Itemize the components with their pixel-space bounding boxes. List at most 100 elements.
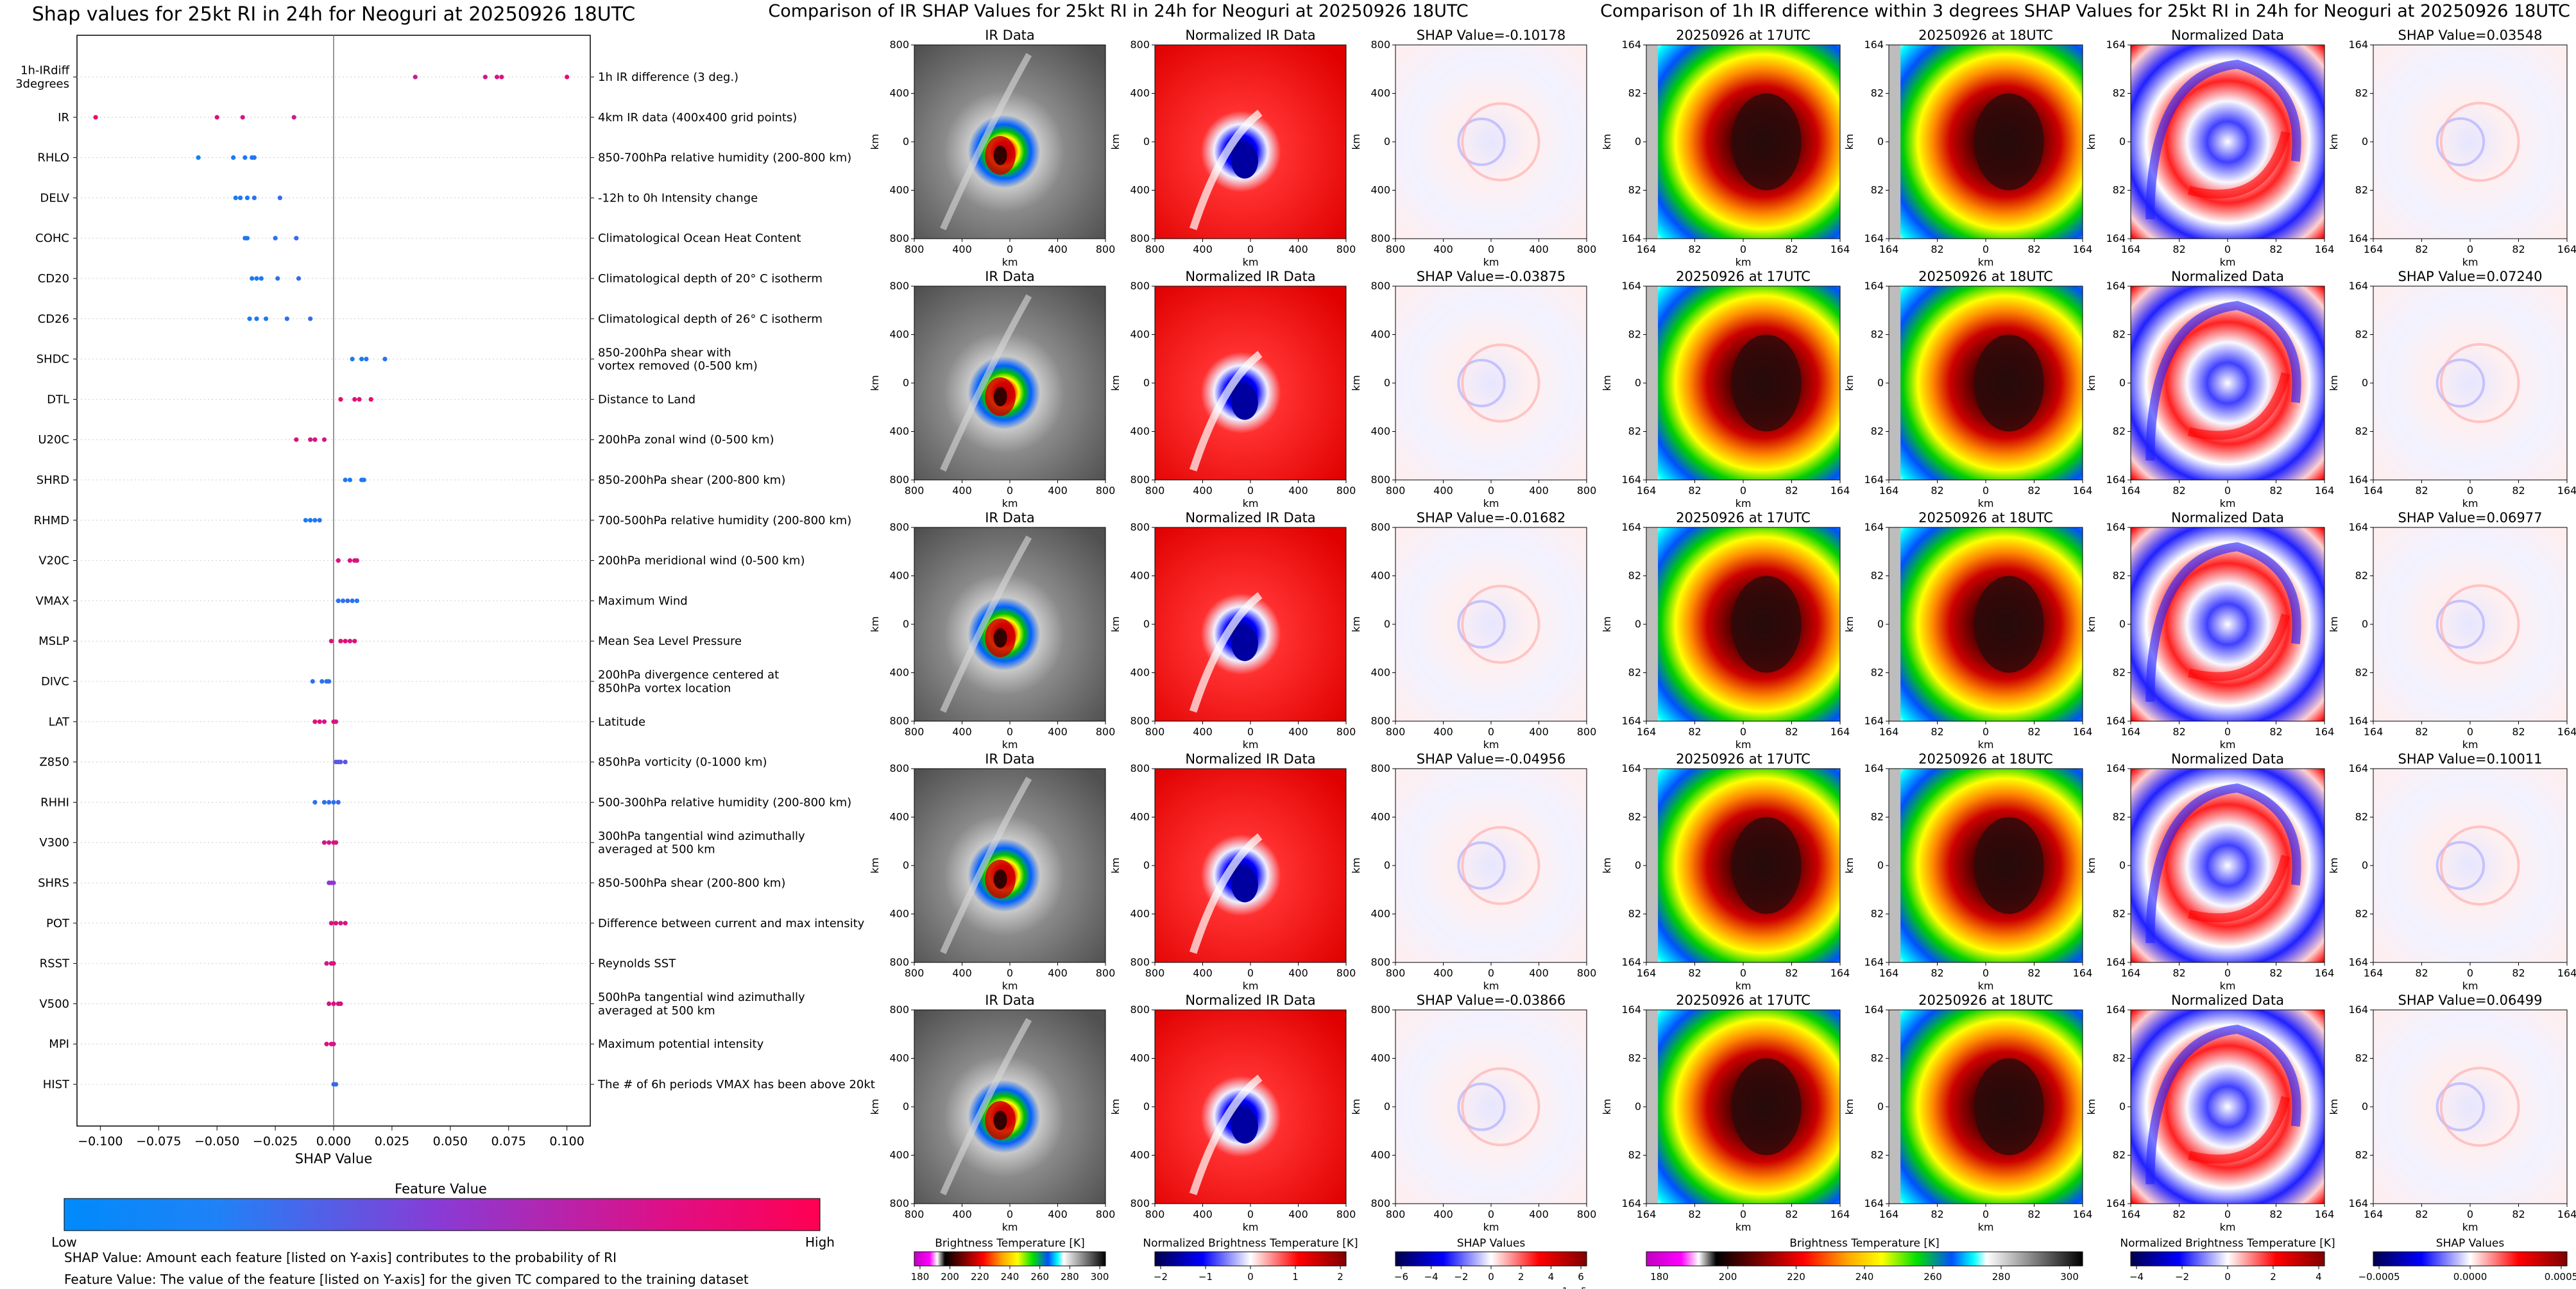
ytick-label: 0 xyxy=(2362,1100,2368,1113)
shap-point xyxy=(345,598,350,604)
xtick-label: 164 xyxy=(2364,726,2384,738)
colorbar-tick-label: −2 xyxy=(1454,1271,1468,1283)
xtick-label: 400 xyxy=(1193,243,1213,255)
ytick-label: 164 xyxy=(2348,232,2368,244)
xtick-label: 0 xyxy=(1983,243,1989,255)
shap-ring xyxy=(2439,825,2520,906)
ytick-label: 400 xyxy=(889,667,909,679)
xtick-label: 400 xyxy=(1048,726,1068,738)
panel-title: IR Data xyxy=(985,269,1035,284)
ytick-label: 82 xyxy=(1628,329,1641,341)
cloud-band xyxy=(940,294,1032,472)
xtick-label: 164 xyxy=(2121,484,2141,497)
panel-title: 20250926 at 18UTC xyxy=(1918,28,2053,43)
shap-point xyxy=(368,397,373,402)
feature-label-divc: DIVC xyxy=(41,675,69,688)
feature-label-u20c: U20C xyxy=(38,433,69,447)
ytick-label: 400 xyxy=(1370,87,1390,99)
clear-edge xyxy=(1646,286,1659,480)
colorbar-tick-label: 4 xyxy=(2316,1271,2322,1283)
ytick-label: 164 xyxy=(1864,474,1884,486)
colorbar-tick-label: −4 xyxy=(1424,1271,1438,1283)
image-panel: SHAP Value=-0.04956800800400400004004008… xyxy=(1350,751,1596,992)
panel-image xyxy=(2373,769,2567,962)
xtick-label: 164 xyxy=(2121,1208,2141,1220)
ytick-label: 164 xyxy=(1621,521,1641,533)
ytick-label: 0 xyxy=(903,1100,909,1113)
xtick-label: 400 xyxy=(1433,967,1453,979)
feature-description: 200hPa divergence centered at 850hPa vort… xyxy=(598,669,779,696)
shap-point xyxy=(273,235,278,241)
xtick-label: 800 xyxy=(1336,1208,1356,1220)
cold-core xyxy=(1974,817,2044,914)
y-axis-label: km xyxy=(869,1099,881,1115)
feature-description: Reynolds SST xyxy=(598,957,676,971)
image-panel: 20250926 at 18UTC1641648282008282164164k… xyxy=(1843,269,2092,509)
ytick-label: 800 xyxy=(1130,1003,1150,1016)
shap-point xyxy=(331,1041,336,1046)
xtick-label: 400 xyxy=(1529,484,1549,497)
shap-value-note: SHAP Value: Amount each feature [listed … xyxy=(64,1250,617,1265)
ytick-label: 164 xyxy=(1621,956,1641,968)
shap-point xyxy=(321,437,327,442)
xtick-label: 164 xyxy=(2364,243,2384,255)
cold-core xyxy=(1731,93,1802,191)
ytick-label: 400 xyxy=(1370,1052,1390,1064)
ytick-label: 0 xyxy=(2362,135,2368,148)
xtick-label: 0 xyxy=(2224,484,2231,497)
shap-point xyxy=(263,316,269,321)
clear-edge xyxy=(1889,45,1901,239)
xtick-label: 0 xyxy=(1247,484,1254,497)
ytick-label: 164 xyxy=(1864,1003,1884,1016)
shap-point xyxy=(334,1082,339,1087)
storm-eye xyxy=(993,869,1007,889)
ytick-label: 0 xyxy=(1143,377,1150,389)
ytick-label: 82 xyxy=(1871,87,1884,99)
x-axis-label: km xyxy=(1978,256,1994,268)
feature-label-pot: POT xyxy=(46,917,70,930)
ytick-label: 82 xyxy=(2113,425,2126,438)
y-axis-label: km xyxy=(869,134,881,150)
panel-title: SHAP Value=0.03548 xyxy=(2398,28,2543,43)
xtick-label: 164 xyxy=(1637,967,1657,979)
clear-edge xyxy=(1889,527,1901,721)
ytick-label: 800 xyxy=(889,715,909,727)
xtick-label: 400 xyxy=(1193,1208,1213,1220)
colorbar-title: Feature Value xyxy=(395,1181,487,1197)
panel-title: Normalized Data xyxy=(2171,751,2284,767)
shap-ring xyxy=(2435,599,2486,649)
xtick-label: 164 xyxy=(2364,967,2384,979)
ytick-label: 82 xyxy=(1628,1052,1641,1064)
xtick-label: 0 xyxy=(1983,484,1989,497)
feature-label-mpi: MPI xyxy=(49,1037,69,1051)
xtick-label: 164 xyxy=(2557,967,2576,979)
feature-description: Climatological depth of 20° C isotherm xyxy=(598,272,823,286)
xtick-label: −0.025 xyxy=(253,1134,298,1148)
image-panel: Normalized IR Data8008004004000040040080… xyxy=(1109,993,1356,1233)
cold-core xyxy=(1731,817,1802,914)
shap-point xyxy=(312,518,318,523)
colorbar-low-label: Low xyxy=(51,1234,76,1250)
ytick-label: 800 xyxy=(889,521,909,533)
cloud-band xyxy=(1189,109,1263,230)
image-panel: 20250926 at 17UTC1641648282008282164164k… xyxy=(1601,510,1850,751)
image-panel: SHAP Value=-0.01682800800400400004004008… xyxy=(1350,510,1596,751)
xtick-label: 164 xyxy=(1637,726,1657,738)
ytick-label: 82 xyxy=(2113,329,2126,341)
feature-description: 850-200hPa shear (200-800 km) xyxy=(598,474,785,487)
y-axis-label: km xyxy=(2085,858,2097,874)
shap-point xyxy=(312,719,318,724)
x-axis-label: km xyxy=(2220,738,2236,751)
storm-eye xyxy=(993,628,1007,648)
y-axis-label: km xyxy=(2328,1099,2340,1115)
x-axis-label: km xyxy=(1243,980,1259,992)
ytick-label: 164 xyxy=(2348,1003,2368,1016)
ytick-label: 800 xyxy=(889,1197,909,1209)
shap-point xyxy=(214,115,219,120)
xtick-label: 82 xyxy=(2415,726,2428,738)
y-axis-label: km xyxy=(1601,1099,1613,1115)
shap-ring xyxy=(1461,102,1540,182)
xtick-label: 164 xyxy=(2073,967,2093,979)
ytick-label: 800 xyxy=(1370,232,1390,244)
